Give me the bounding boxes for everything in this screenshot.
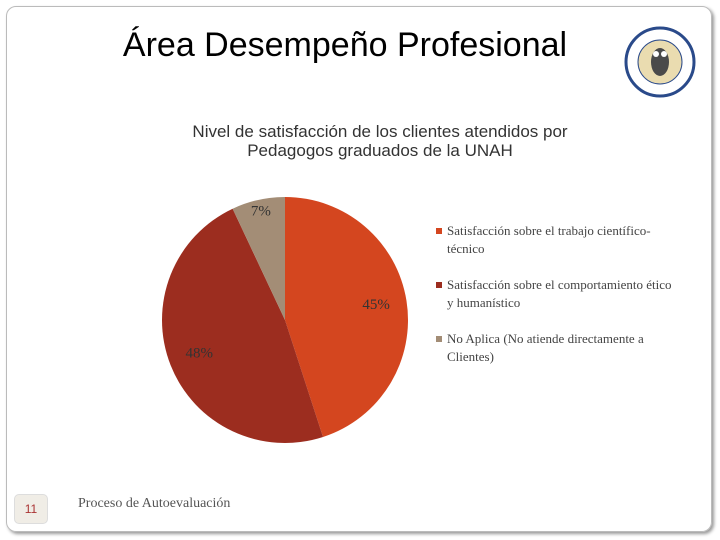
pie-slice — [285, 197, 408, 437]
pie-slice — [162, 208, 324, 443]
legend-swatch — [436, 228, 442, 234]
logo — [624, 26, 696, 98]
slide-frame — [6, 6, 712, 532]
slide-title: Área Desempeño Profesional — [122, 26, 568, 64]
legend-swatch — [436, 282, 442, 288]
page-number: 11 — [14, 494, 48, 524]
legend-label: Satisfacción sobre el comportamiento éti… — [447, 277, 672, 310]
legend-entry: No Aplica (No atiende directamente a Cli… — [436, 330, 672, 366]
legend-label: Satisfacción sobre el trabajo científico… — [447, 223, 651, 256]
pie-slice — [232, 197, 285, 320]
slice-label: 48% — [185, 345, 213, 361]
footer-text: Proceso de Autoevaluación — [78, 496, 231, 511]
legend-entry: Satisfacción sobre el trabajo científico… — [436, 222, 672, 258]
slice-label: 45% — [362, 297, 390, 313]
legend-label: No Aplica (No atiende directamente a Cli… — [447, 331, 644, 364]
legend-entry: Satisfacción sobre el comportamiento éti… — [436, 276, 672, 312]
legend-swatch — [436, 336, 442, 342]
slice-label: 7% — [251, 203, 271, 219]
legend: Satisfacción sobre el trabajo científico… — [436, 222, 676, 384]
chart-title: Nivel de satisfacción de los clientes at… — [192, 122, 568, 160]
